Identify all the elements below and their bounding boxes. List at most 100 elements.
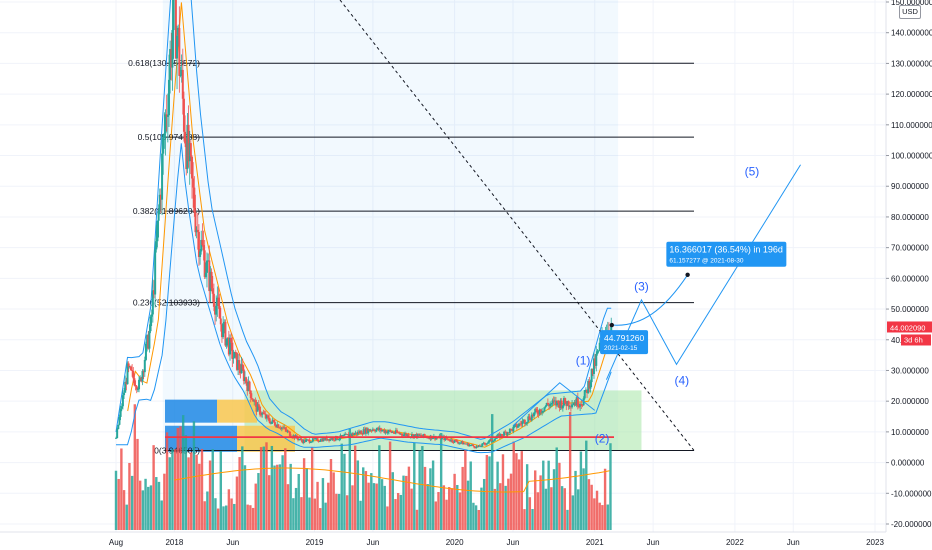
candle-body [589, 382, 592, 389]
volume-bar [343, 453, 346, 530]
candle-body [115, 438, 117, 439]
y-tick-label: 60.000000 [891, 274, 929, 283]
candle-body [262, 412, 265, 414]
volume-bar [149, 485, 153, 530]
candle-body [535, 408, 538, 411]
volume-bar [450, 488, 454, 530]
candle-body [360, 431, 363, 434]
candle-body [475, 446, 478, 448]
volume-bar [327, 482, 330, 530]
candle-body [141, 371, 144, 382]
candle-body [488, 440, 491, 443]
candle-body [452, 441, 455, 443]
last-price-badge [887, 321, 932, 333]
candle-body [124, 381, 127, 393]
candles [115, 0, 613, 449]
candle-body [196, 229, 199, 232]
candle-body [569, 406, 572, 408]
volume-bar [335, 493, 338, 530]
candle-body [272, 419, 275, 423]
volume-bar [544, 488, 548, 530]
volume-bar [593, 498, 596, 530]
volume-bar [273, 465, 276, 530]
volume-bar [418, 450, 421, 530]
x-tick-label: Jun [647, 538, 660, 547]
fib-range-fill [162, 0, 619, 451]
candle-body [377, 427, 380, 431]
volume-bar [133, 404, 137, 530]
candle-body [216, 297, 219, 306]
volume-bar [421, 446, 424, 530]
candle-body [594, 358, 597, 366]
candle-body [215, 305, 218, 315]
volume-bar [388, 441, 392, 530]
candle-body [460, 441, 463, 443]
candle-body [230, 337, 233, 343]
candle-body [362, 429, 365, 435]
candle-body [523, 419, 526, 425]
candle-body [353, 433, 356, 435]
candle-body [584, 389, 587, 391]
volume-bar [114, 470, 118, 530]
candle-body [554, 400, 557, 406]
currency-badge[interactable]: USD [899, 5, 921, 19]
candle-body [165, 114, 168, 117]
candle-body [501, 435, 504, 437]
candle-body [415, 434, 418, 438]
volume-bar [560, 486, 564, 530]
candle-body [176, 35, 179, 59]
candle-body [265, 415, 268, 419]
candle-body [219, 318, 222, 325]
candle-body [504, 431, 507, 433]
candle-body [591, 368, 594, 374]
candle-body [383, 429, 386, 433]
price-channel [115, 0, 612, 454]
candle-body [573, 402, 576, 405]
candle-body [549, 404, 552, 407]
candle-body [181, 69, 184, 99]
volume-bar [402, 475, 405, 530]
candle-body [144, 343, 147, 360]
volume-bar [504, 485, 507, 530]
candle-body [518, 423, 521, 427]
candle-body [440, 437, 443, 440]
candle-body [587, 380, 590, 394]
candle-body [158, 194, 161, 212]
candle-body [170, 49, 173, 68]
candle-body [355, 432, 358, 435]
candle-body [195, 229, 198, 233]
candle-body [303, 439, 306, 442]
fib-level-label: 0.236(52.103933) [133, 298, 200, 308]
volume-bar [370, 473, 373, 530]
candle-body [405, 433, 408, 436]
candle-body [338, 438, 341, 440]
volume-bar [375, 483, 378, 530]
candle-body [174, 0, 177, 59]
candle-body [286, 431, 289, 432]
volume-bar [122, 490, 126, 530]
volume-bar [203, 501, 206, 530]
volume-bar [423, 466, 427, 530]
candle-body [454, 440, 457, 441]
candle-body [280, 427, 283, 429]
candle-body [270, 421, 273, 424]
candle-body [235, 352, 238, 370]
candle-body [300, 438, 303, 441]
volume-bar [238, 457, 241, 530]
candle-body [525, 423, 528, 425]
candle-body [574, 402, 577, 406]
candle-body [372, 429, 375, 431]
candle-body [192, 178, 195, 188]
volume-bar [571, 495, 575, 530]
candle-body [318, 441, 321, 443]
candle-body [406, 434, 409, 436]
volume-bar [168, 457, 171, 530]
candle-body [384, 430, 387, 433]
candle-body [361, 433, 364, 435]
candle-body [542, 411, 545, 412]
candle-body [177, 27, 180, 36]
candle-body [399, 433, 402, 435]
candle-body [301, 440, 304, 443]
